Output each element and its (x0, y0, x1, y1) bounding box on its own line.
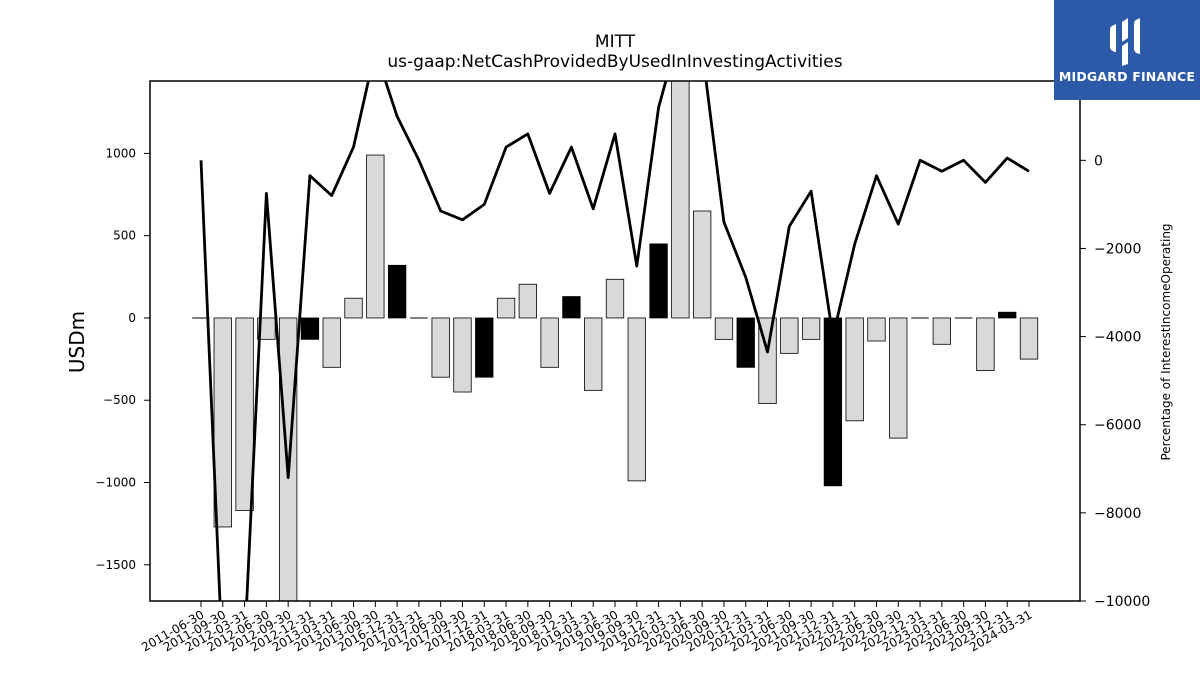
y2-axis-label: Percentage of InterestIncomeOperating (1159, 223, 1173, 460)
y-axis-right: −10000 −8000 −6000 −4000 −2000 0 (1080, 153, 1150, 610)
bar (366, 154, 385, 319)
bar (300, 317, 320, 340)
y2-tick-label: −4000 (1094, 330, 1141, 346)
bar (649, 243, 668, 319)
bar (801, 317, 821, 340)
y-tick-label: 500 (113, 229, 136, 243)
bar (518, 283, 537, 319)
bar (714, 317, 734, 340)
y2-tick-label: −2000 (1094, 241, 1141, 257)
bar (322, 317, 341, 368)
bar (387, 264, 407, 319)
bar (562, 296, 581, 319)
bar (1019, 317, 1039, 360)
y-axis-label: USDm (65, 311, 89, 373)
bar (780, 317, 799, 354)
bar (257, 317, 276, 340)
bar (235, 317, 254, 511)
bar (976, 317, 995, 372)
bar (584, 317, 603, 391)
y-tick-label: −500 (103, 393, 136, 407)
bar (932, 317, 951, 345)
bar (213, 317, 232, 528)
y2-tick-label: −10000 (1094, 594, 1150, 610)
bar (823, 317, 843, 487)
bar (867, 317, 886, 342)
x-axis: 2011-06-302011-09-302012-03-312012-06-30… (139, 601, 1035, 654)
y-tick-label: −1000 (95, 476, 136, 490)
y2-tick-label: −8000 (1094, 506, 1141, 522)
bar (453, 317, 472, 393)
series-line (199, 81, 1030, 601)
bar (475, 317, 494, 378)
bar (736, 317, 755, 368)
bar (845, 317, 864, 422)
y-tick-label: 0 (128, 311, 136, 325)
y-tick-label: 1000 (105, 146, 136, 160)
brand-name: MIDGARD FINANCE (1058, 69, 1196, 84)
chart-subtitle: us-gaap:NetCashProvidedByUsedInInvesting… (387, 52, 843, 72)
bar (344, 297, 363, 319)
bar (605, 278, 625, 319)
brand-logo: MIDGARD FINANCE (1054, 0, 1200, 100)
bar (671, 81, 690, 319)
midgard-logo-icon (1110, 18, 1140, 66)
bar (998, 311, 1017, 319)
bar (627, 317, 646, 482)
line-series (199, 81, 1030, 601)
bar (889, 317, 908, 439)
bar (693, 210, 712, 319)
bar (496, 297, 516, 319)
bar (431, 317, 450, 378)
y-tick-label: −1500 (95, 558, 136, 572)
bar-series (192, 81, 1039, 601)
y-axis-left: −1500 −1000 −500 0 500 1000 (95, 146, 150, 572)
bar (540, 317, 559, 368)
chart-title: MITT (594, 32, 636, 52)
y2-tick-label: −6000 (1094, 418, 1141, 434)
y2-tick-label: 0 (1094, 153, 1103, 169)
